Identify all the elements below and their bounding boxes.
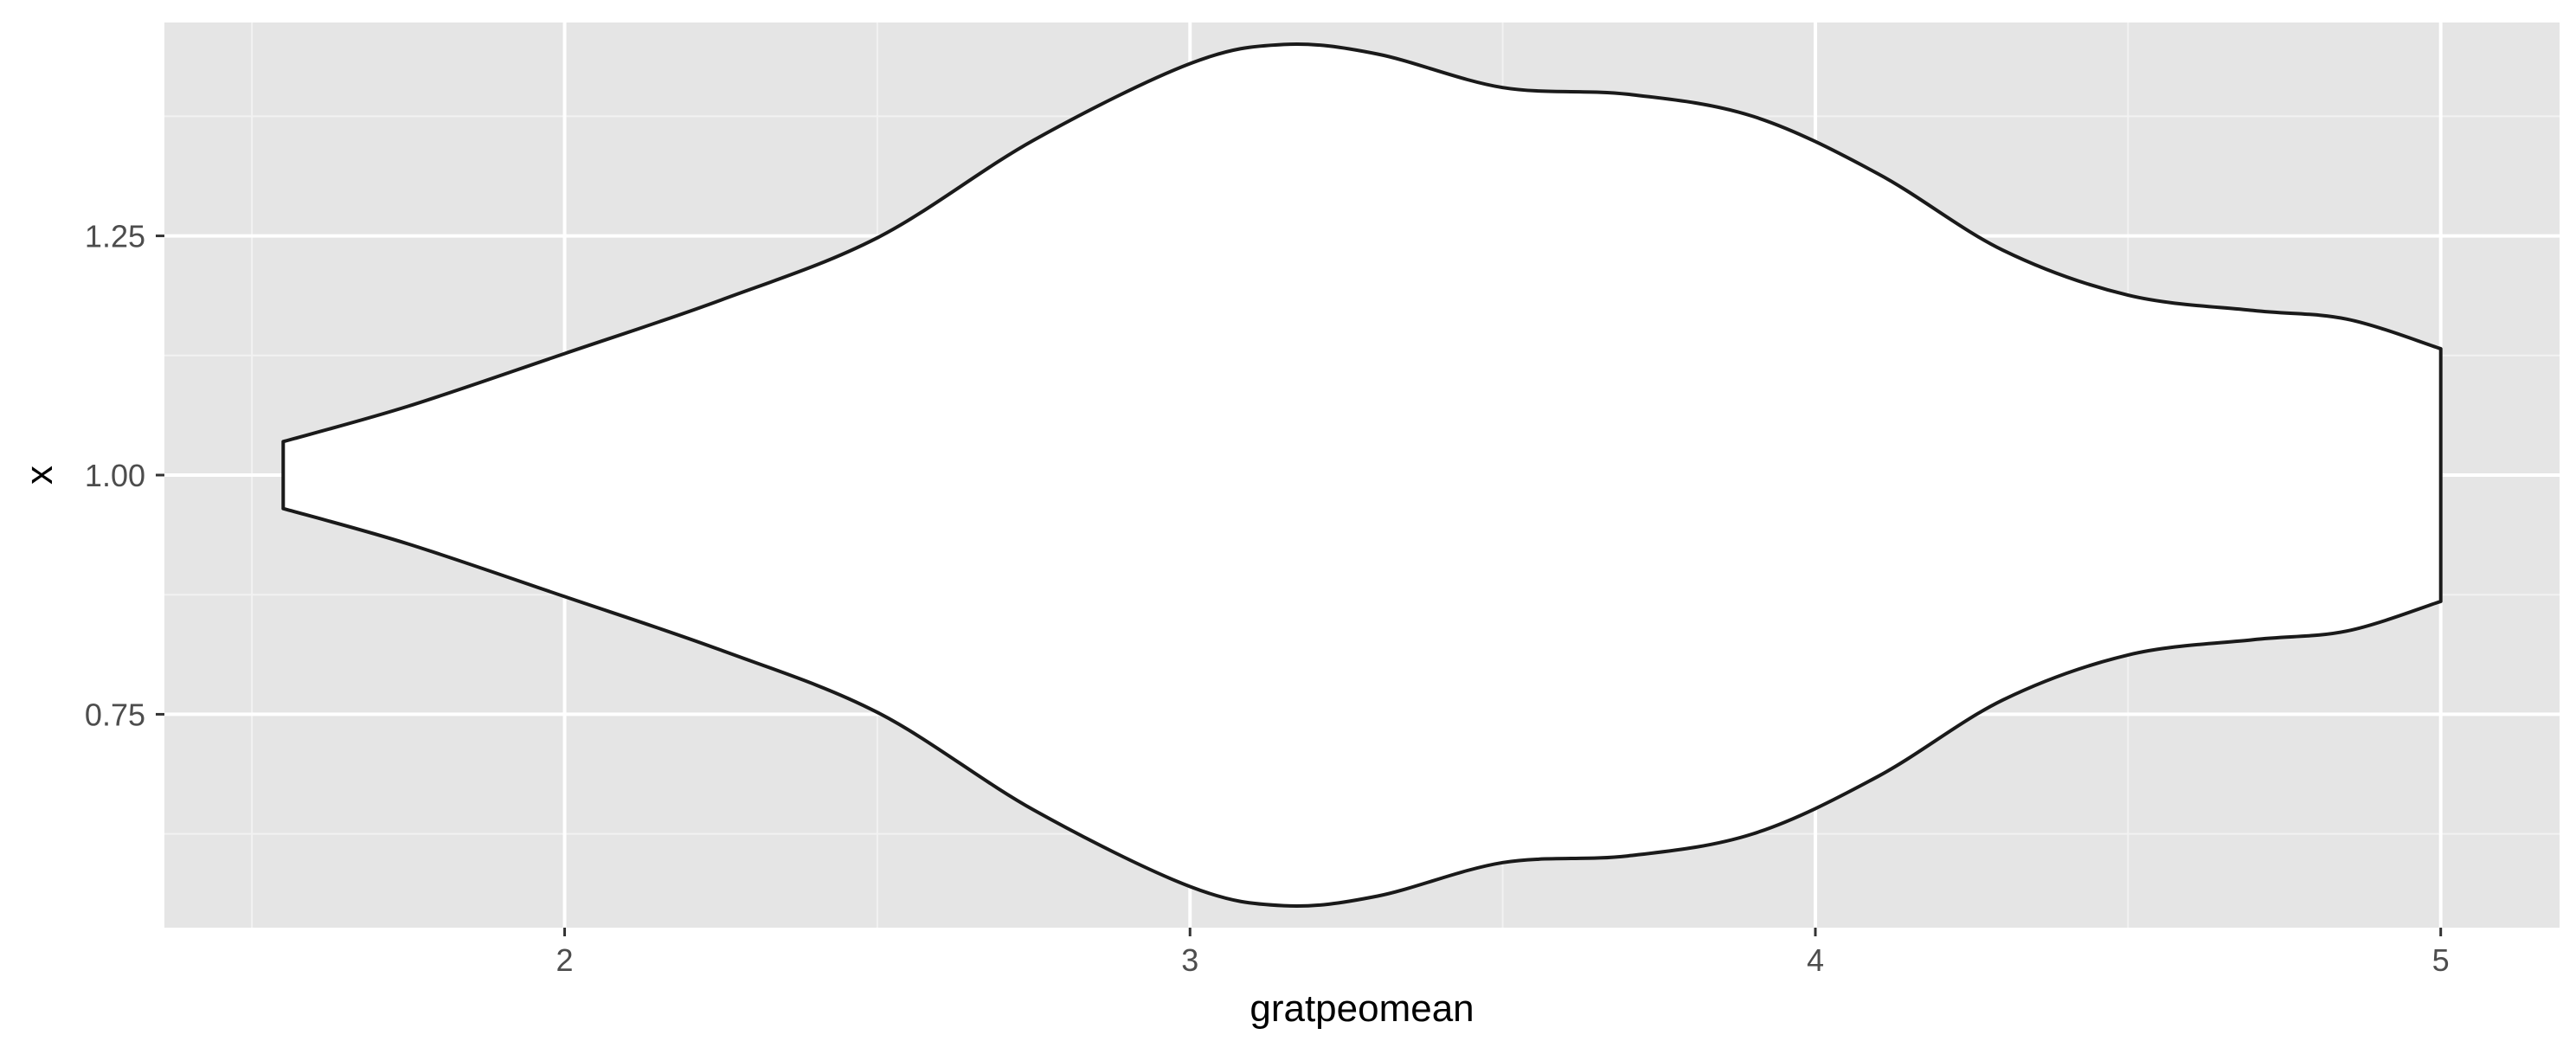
x-tick-label: 5 (2432, 942, 2450, 978)
x-axis: 2 3 4 5 (556, 928, 2450, 978)
x-tick-label: 2 (556, 942, 574, 978)
y-tick-label: 0.75 (85, 697, 145, 732)
violin-shape (281, 42, 2443, 908)
y-axis-title: x (18, 466, 61, 485)
y-tick-label: 1.25 (85, 219, 145, 254)
x-axis-title: gratpeomean (1249, 987, 1474, 1030)
y-tick-label: 1.00 (85, 458, 145, 493)
x-tick-label: 4 (1807, 942, 1824, 978)
y-axis: 0.75 1.00 1.25 (85, 219, 164, 732)
x-tick-label: 3 (1181, 942, 1198, 978)
